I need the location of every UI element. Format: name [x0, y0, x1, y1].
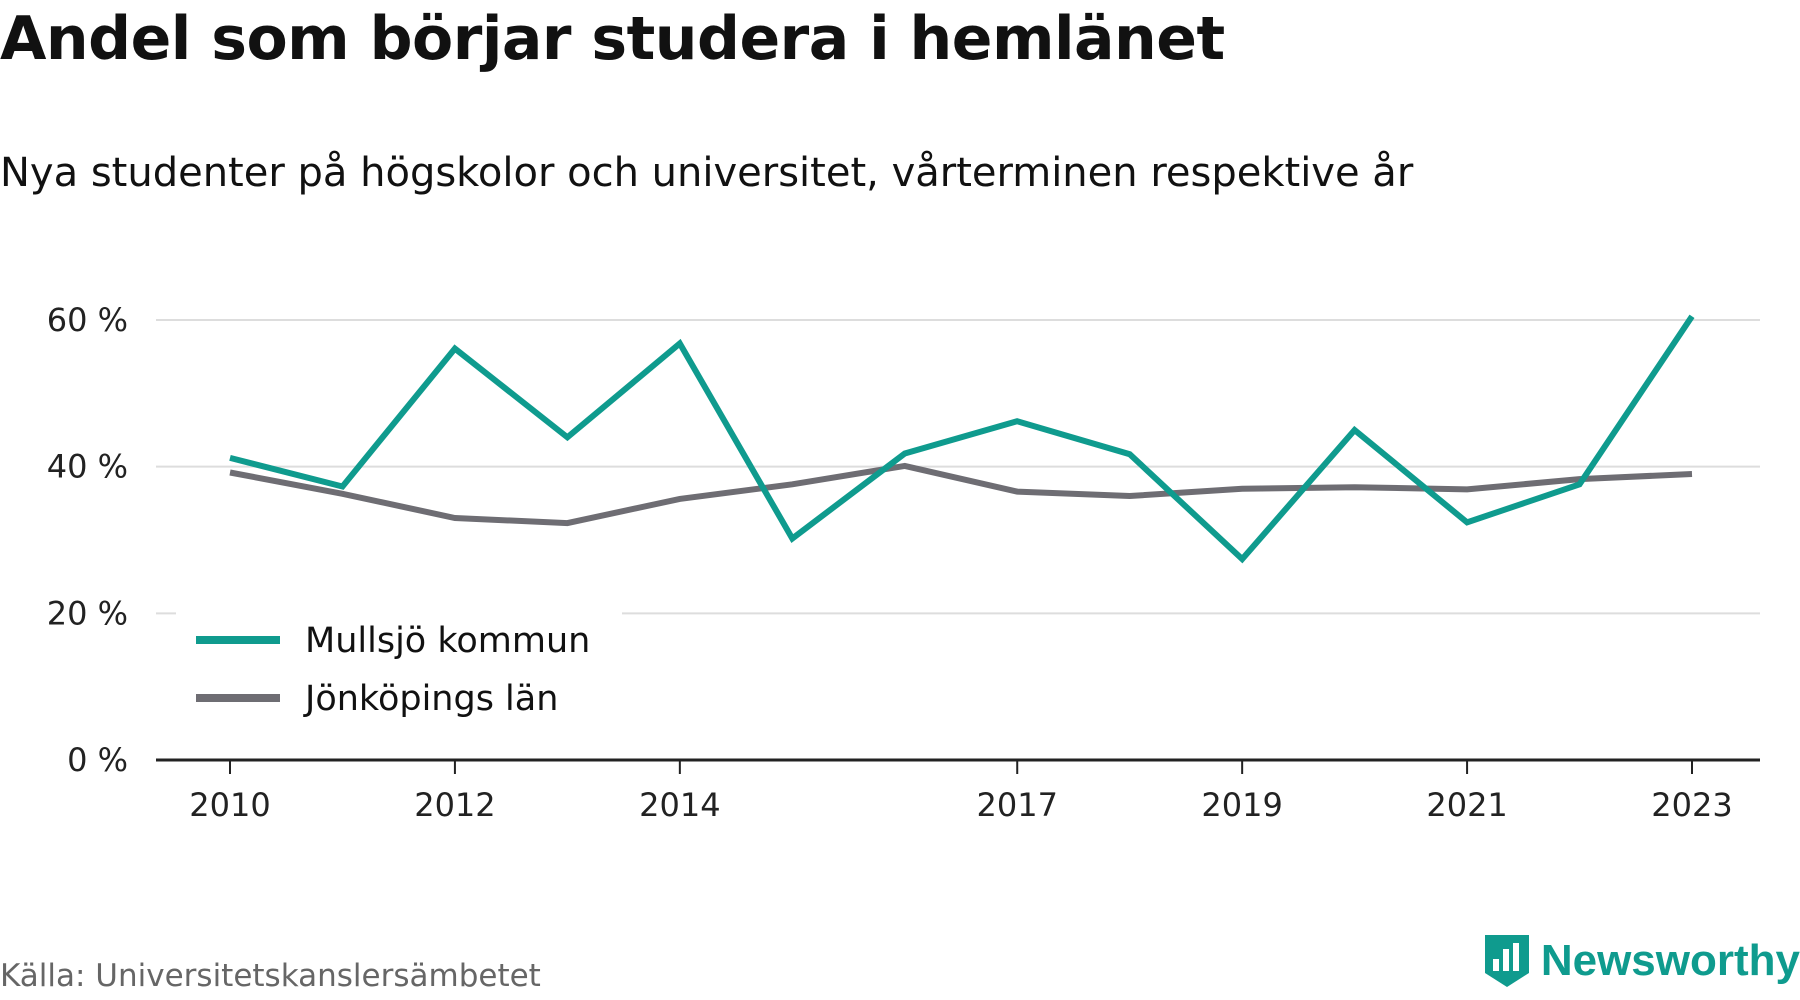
legend-background	[176, 604, 622, 730]
y-tick-label: 20 %	[47, 594, 128, 632]
series-line-1	[229, 462, 1693, 527]
x-tick-label: 2014	[639, 786, 720, 824]
source-note: Källa: Universitetskanslersämbetet	[0, 958, 541, 994]
chart-title: Andel som börjar studera i hemlänet	[0, 4, 1225, 74]
brand-name: Newsworthy	[1540, 936, 1800, 985]
x-tick-label: 2010	[189, 786, 270, 824]
series-line-0	[229, 314, 1695, 564]
chart-subtitle: Nya studenter på högskolor och universit…	[0, 150, 1414, 196]
x-tick-label: 2019	[1201, 786, 1282, 824]
x-tick-label: 2023	[1651, 786, 1732, 824]
brand-logo: Newsworthy	[1483, 933, 1800, 989]
y-tick-label: 60 %	[47, 301, 128, 339]
bar-chart-logo-icon	[1484, 935, 1529, 987]
legend-label: Mullsjö kommun	[305, 621, 590, 661]
y-tick-label: 40 %	[47, 448, 128, 486]
legend-label: Jönköpings län	[303, 679, 558, 719]
x-tick-label: 2017	[977, 786, 1058, 824]
x-tick-label: 2021	[1426, 786, 1507, 824]
y-tick-label: 0 %	[67, 741, 128, 779]
x-tick-label: 2012	[414, 786, 495, 824]
